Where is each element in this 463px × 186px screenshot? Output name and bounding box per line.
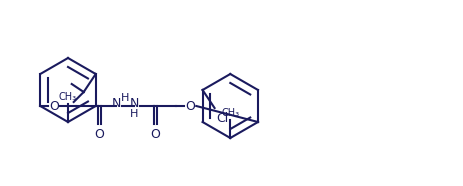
Text: O: O — [94, 128, 104, 141]
Text: H: H — [121, 93, 129, 103]
Text: O: O — [49, 100, 59, 113]
Text: O: O — [185, 100, 195, 113]
Text: CH₃: CH₃ — [59, 92, 77, 102]
Text: CH₃: CH₃ — [221, 108, 239, 118]
Text: Cl: Cl — [216, 112, 228, 125]
Text: N: N — [112, 97, 121, 110]
Text: N: N — [129, 97, 139, 110]
Text: O: O — [150, 128, 160, 141]
Text: H: H — [130, 109, 138, 119]
